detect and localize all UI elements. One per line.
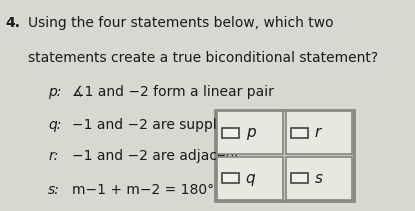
Text: m−1 + m−2 = 180°: m−1 + m−2 = 180° [71,183,214,196]
Text: s:: s: [48,183,60,196]
Text: −1 and −2 are adjacent: −1 and −2 are adjacent [71,149,239,163]
Text: 4.: 4. [5,16,20,30]
FancyBboxPatch shape [222,128,239,138]
FancyBboxPatch shape [215,110,354,201]
FancyBboxPatch shape [286,111,352,154]
FancyBboxPatch shape [222,173,239,183]
Text: q: q [246,171,255,186]
Text: r: r [315,125,321,140]
Text: statements create a true biconditional statement?: statements create a true biconditional s… [28,51,378,65]
Text: −1 and −2 are supplementary: −1 and −2 are supplementary [71,118,283,132]
Text: s: s [315,171,323,186]
Text: ∡1 and −2 form a linear pair: ∡1 and −2 form a linear pair [71,85,273,99]
FancyBboxPatch shape [291,128,308,138]
FancyBboxPatch shape [217,111,283,154]
Text: Using the four statements below, which two: Using the four statements below, which t… [28,16,334,30]
Text: p: p [246,125,255,140]
FancyBboxPatch shape [217,157,283,200]
FancyBboxPatch shape [291,173,308,183]
Text: p:: p: [48,85,61,99]
Text: q:: q: [48,118,61,132]
FancyBboxPatch shape [286,157,352,200]
Text: r:: r: [48,149,59,163]
